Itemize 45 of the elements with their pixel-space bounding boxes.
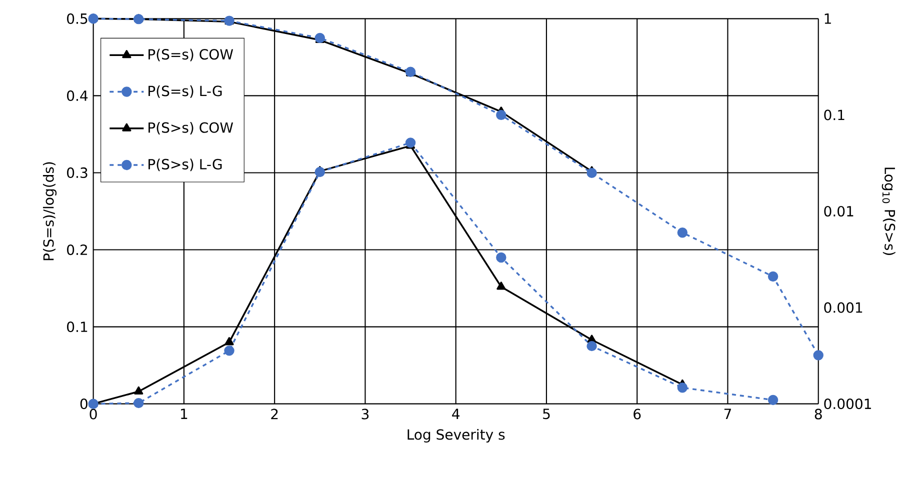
y-tick-label: 0.3 — [67, 168, 88, 178]
point — [813, 350, 824, 360]
y2-tick-label: 1 — [824, 14, 831, 24]
point — [677, 382, 688, 393]
x-tick-label: 0 — [90, 408, 97, 420]
y-tick-label: 0.4 — [67, 90, 88, 102]
y2-tick-label: 0.001 — [824, 302, 862, 313]
legend-label: P(S=s) L-G — [148, 86, 222, 98]
x-tick-label: 4 — [452, 408, 460, 420]
point — [405, 138, 416, 148]
x-tick-label: 5 — [543, 408, 550, 420]
y-axis-title: P(S=s)/log(ds) — [42, 162, 57, 260]
point — [586, 168, 597, 178]
x-axis-title: Log Severity s — [408, 429, 505, 443]
legend-label: P(S>s) COW — [148, 122, 234, 135]
point — [496, 110, 506, 120]
point — [677, 228, 688, 238]
point — [224, 337, 234, 346]
y-tick-label: 0.5 — [67, 13, 88, 24]
point — [768, 271, 778, 282]
y-tick-label: 0.2 — [67, 244, 87, 256]
point — [88, 398, 98, 410]
point — [224, 346, 234, 356]
point — [314, 166, 325, 178]
y2-axis-title: Log$_{10}$ P(S>s) — [882, 168, 896, 256]
x-tick-label: 3 — [362, 408, 369, 420]
point — [134, 386, 144, 395]
point — [134, 398, 144, 408]
y2-tick-label: 0.1 — [824, 110, 844, 120]
y2-tick-label: 0.01 — [824, 206, 854, 217]
x-tick-label: 6 — [634, 408, 641, 420]
x-tick-label: 8 — [814, 408, 822, 420]
point — [496, 282, 506, 290]
x-tick-label: 7 — [724, 408, 731, 420]
point — [496, 252, 506, 263]
y-tick-label: 0 — [80, 398, 88, 410]
point — [586, 341, 597, 352]
x-tick-label: 1 — [181, 408, 188, 420]
point — [314, 32, 325, 44]
legend-label: P(S=s) COW — [148, 48, 234, 62]
y2-tick-label: 0.0001 — [824, 398, 871, 410]
y-tick-label: 0.1 — [67, 322, 88, 332]
point — [768, 394, 778, 406]
legend-label: P(S>s) L-G — [148, 158, 222, 172]
x-tick-label: 2 — [271, 408, 278, 420]
